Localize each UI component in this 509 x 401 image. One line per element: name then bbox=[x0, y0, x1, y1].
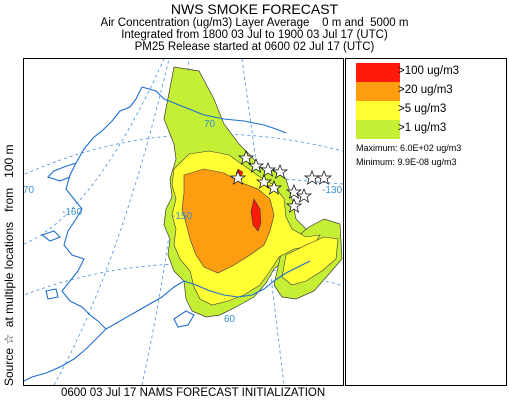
south-coast bbox=[105, 260, 311, 330]
nunivak-island bbox=[45, 288, 59, 300]
lon-label-160: -160 bbox=[62, 207, 82, 218]
plume-over-100 bbox=[250, 198, 262, 232]
map-canvas: -170 -160 -150 -130 70 60 bbox=[24, 59, 343, 385]
source-star bbox=[285, 198, 303, 213]
latitude-70-line bbox=[24, 133, 343, 175]
legend-item-over-5: >5 ug/m3 bbox=[356, 101, 496, 120]
west-coast bbox=[61, 86, 143, 330]
longitude-140-line bbox=[241, 59, 285, 385]
legend: >100 ug/m3 >20 ug/m3 >5 ug/m3 >1 ug/m3 M… bbox=[345, 58, 507, 386]
legend-label: >20 ug/m3 bbox=[398, 84, 453, 96]
longitude-170-line bbox=[24, 59, 165, 245]
legend-label: >1 ug/m3 bbox=[398, 122, 447, 134]
legend-swatch bbox=[356, 120, 400, 139]
forecast-initialization: 0600 03 Jul 17 NAMS FORECAST INITIALIZAT… bbox=[61, 387, 326, 399]
integration-period: Integrated from 1800 03 Jul to 1900 03 J… bbox=[121, 29, 388, 41]
legend-swatch bbox=[356, 82, 400, 101]
legend-label: >100 ug/m3 bbox=[398, 65, 460, 77]
alaska-peninsula bbox=[24, 328, 107, 382]
legend-item-over-1: >1 ug/m3 bbox=[356, 120, 496, 139]
lat-label-60: 60 bbox=[224, 314, 236, 325]
source-star bbox=[237, 150, 255, 165]
source-location-label: Source ☆ at multiple locations from 100 … bbox=[2, 144, 16, 386]
source-star bbox=[255, 174, 273, 189]
source-star bbox=[315, 170, 333, 185]
lon-label-130: -130 bbox=[322, 185, 342, 196]
source-star bbox=[259, 162, 277, 177]
st-lawrence-island bbox=[40, 230, 61, 242]
source-star bbox=[295, 188, 313, 203]
kodiak-island bbox=[173, 310, 195, 328]
legend-swatch bbox=[356, 101, 400, 120]
legend-swatch bbox=[356, 63, 400, 82]
source-star bbox=[271, 164, 289, 179]
lon-label-150: -150 bbox=[172, 211, 192, 222]
release-start: PM25 Release started at 0600 02 Jul 17 (… bbox=[134, 41, 375, 53]
concentration-subtitle: Air Concentration (ug/m3) Layer Average … bbox=[100, 17, 409, 29]
legend-minimum: Minimum: 9.9E-08 ug/m3 bbox=[356, 157, 457, 167]
smoke-map: -170 -160 -150 -130 70 60 bbox=[23, 58, 344, 386]
source-markers bbox=[229, 150, 333, 213]
lat-label-70: 70 bbox=[204, 119, 216, 130]
coastline bbox=[24, 86, 311, 382]
arctic-coast bbox=[141, 86, 287, 134]
legend-label: >5 ug/m3 bbox=[398, 103, 447, 115]
longitude-130-line bbox=[283, 178, 343, 185]
source-star bbox=[229, 170, 247, 185]
longitude-160-line bbox=[53, 59, 170, 385]
legend-item-over-100: >100 ug/m3 bbox=[356, 63, 496, 82]
seward-peninsula bbox=[46, 162, 77, 182]
source-star bbox=[247, 158, 265, 173]
source-star bbox=[265, 180, 283, 195]
legend-maximum: Maximum: 6.0E+02 ug/m3 bbox=[356, 143, 462, 153]
chart-title: NWS SMOKE FORECAST bbox=[170, 1, 339, 17]
lon-label-170: -170 bbox=[24, 185, 34, 196]
legend-item-over-20: >20 ug/m3 bbox=[356, 82, 496, 101]
